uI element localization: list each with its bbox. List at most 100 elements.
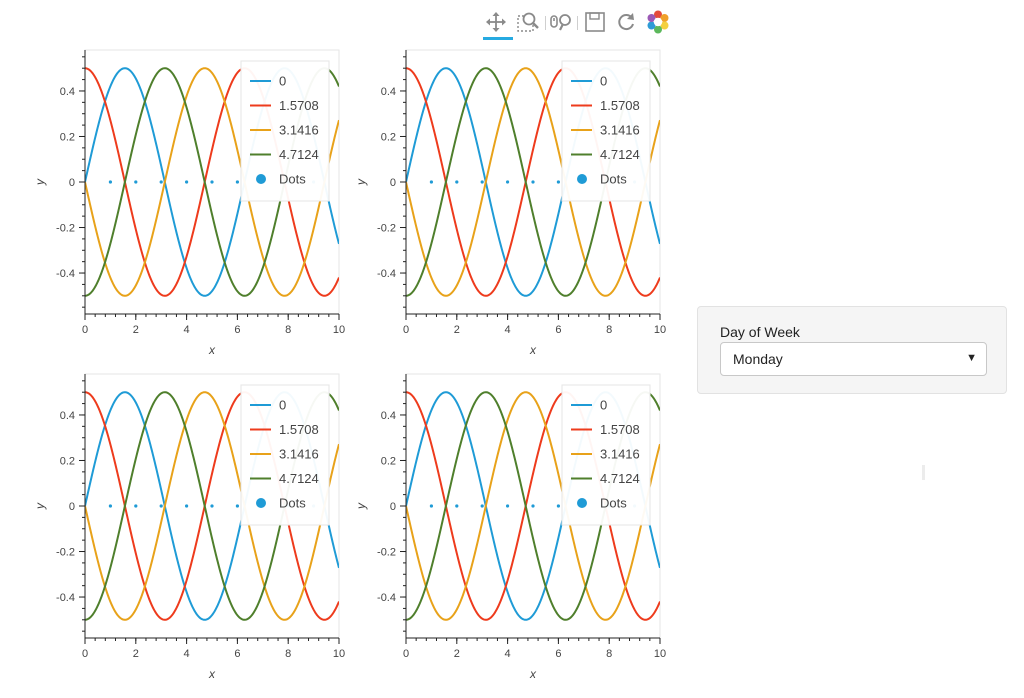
- dot-point: [480, 180, 484, 184]
- dot-point: [455, 180, 459, 184]
- legend-label: Dots: [600, 496, 627, 511]
- legend-label: 0: [600, 74, 607, 89]
- x-axis-label: x: [208, 343, 216, 357]
- dot-point: [134, 504, 138, 508]
- dot-point: [506, 180, 510, 184]
- series-line-1: [406, 67, 660, 297]
- plot-toolbar: [478, 6, 678, 40]
- x-tick-label: 2: [454, 324, 460, 336]
- x-tick-label: 4: [184, 324, 190, 336]
- x-tick-label: 4: [505, 324, 511, 336]
- reset-icon: [618, 13, 634, 31]
- x-tick-label: 2: [454, 648, 460, 660]
- dot-point: [210, 504, 214, 508]
- x-axis-label: x: [208, 667, 216, 681]
- dot-point: [455, 504, 459, 508]
- y-tick-label: 0: [69, 501, 75, 513]
- dot-point: [235, 180, 239, 184]
- plot-bottom-right[interactable]: 0.4 0.2 0 -0.2 -0.4 0 2 4 6 8 10 x y 0 1.5708 3.1416 4.7…: [353, 366, 693, 686]
- day-of-week-select[interactable]: Monday ▼: [720, 342, 987, 376]
- dot-point: [556, 504, 560, 508]
- legend-label: 3.1416: [279, 447, 319, 462]
- reset-tool-button[interactable]: [612, 8, 640, 36]
- y-tick-label: -0.2: [377, 547, 396, 559]
- dot-point: [185, 504, 189, 508]
- y-tick-label: -0.4: [377, 268, 396, 280]
- y-tick-label: 0.4: [381, 86, 396, 98]
- legend-label: 4.7124: [279, 147, 319, 162]
- day-of-week-label: Day of Week: [720, 324, 800, 340]
- plot-top-left[interactable]: 0.4 0.2 0 -0.2 -0.4 0 2 4 6 8 10 x y 0 1.5708 3.1416 4.7…: [32, 42, 372, 362]
- x-tick-label: 10: [333, 324, 345, 336]
- plot-bottom-left[interactable]: 0.4 0.2 0 -0.2 -0.4 0 2 4 6 8 10 x y 0 1.5708 3.1416 4.7…: [32, 366, 372, 686]
- x-axis-label: x: [529, 667, 537, 681]
- series-line-2: [406, 67, 660, 297]
- x-tick-label: 2: [133, 648, 139, 660]
- y-tick-label: -0.4: [377, 592, 396, 604]
- box-zoom-icon: [517, 12, 539, 32]
- x-tick-label: 10: [333, 648, 345, 660]
- legend-dot-swatch: [577, 498, 587, 508]
- plot-top-right[interactable]: 0.4 0.2 0 -0.2 -0.4 0 2 4 6 8 10 x y 0 1.5708 3.1416 4.7…: [353, 42, 693, 362]
- series-line-2: [85, 391, 339, 621]
- y-tick-label: 0.2: [60, 455, 75, 467]
- x-tick-label: 0: [82, 324, 88, 336]
- legend-label: 3.1416: [600, 123, 640, 138]
- x-tick-label: 0: [403, 324, 409, 336]
- x-tick-label: 4: [505, 648, 511, 660]
- chart-svg: 0.4 0.2 0 -0.2 -0.4 0 2 4 6 8 10 x y 0 1.5708 3.1416 4.7…: [354, 373, 666, 681]
- legend-dot-swatch: [256, 174, 266, 184]
- y-tick-label: -0.4: [56, 268, 75, 280]
- dot-point: [108, 180, 112, 184]
- dot-point: [429, 504, 433, 508]
- y-axis-label: y: [33, 178, 47, 186]
- divider: [922, 465, 925, 480]
- series-line-1: [85, 67, 339, 297]
- legend-label: 0: [279, 74, 286, 89]
- bokeh-logo-link[interactable]: [644, 8, 672, 36]
- chart-svg: 0.4 0.2 0 -0.2 -0.4 0 2 4 6 8 10 x y 0 1.5708 3.1416 4.7…: [33, 49, 345, 357]
- legend-label: 3.1416: [279, 123, 319, 138]
- legend-label: 0: [279, 398, 286, 413]
- widget-panel: Day of Week Monday ▼: [697, 306, 1007, 394]
- series-line-2: [406, 391, 660, 621]
- dot-point: [531, 504, 535, 508]
- dot-point: [108, 504, 112, 508]
- x-tick-label: 8: [606, 648, 612, 660]
- legend-label: 1.5708: [279, 98, 319, 113]
- x-axis-label: x: [529, 343, 537, 357]
- x-tick-label: 0: [82, 648, 88, 660]
- y-tick-label: 0.4: [381, 410, 396, 422]
- pan-tool-button[interactable]: [482, 8, 513, 40]
- chart-svg: 0.4 0.2 0 -0.2 -0.4 0 2 4 6 8 10 x y 0 1.5708 3.1416 4.7…: [33, 373, 345, 681]
- wheel-zoom-tool-button[interactable]: [548, 8, 576, 36]
- legend-label: 1.5708: [600, 422, 640, 437]
- x-tick-label: 4: [184, 648, 190, 660]
- y-tick-label: 0: [69, 177, 75, 189]
- dot-point: [480, 504, 484, 508]
- x-tick-label: 6: [234, 648, 240, 660]
- dot-point: [159, 180, 163, 184]
- x-tick-label: 6: [555, 648, 561, 660]
- x-tick-label: 8: [606, 324, 612, 336]
- dot-point: [134, 180, 138, 184]
- y-axis-label: y: [354, 502, 368, 510]
- box-zoom-tool-button[interactable]: [514, 8, 542, 36]
- legend-label: 0: [600, 398, 607, 413]
- legend-label: Dots: [279, 496, 306, 511]
- dot-point: [506, 504, 510, 508]
- legend-dot-swatch: [256, 498, 266, 508]
- wheel-zoom-icon: [550, 14, 571, 31]
- series-line-2: [85, 67, 339, 297]
- dot-point: [159, 504, 163, 508]
- legend-label: Dots: [279, 172, 306, 187]
- save-tool-button[interactable]: [581, 8, 609, 36]
- y-tick-label: 0.4: [60, 86, 75, 98]
- y-tick-label: 0.2: [60, 131, 75, 143]
- y-tick-label: -0.2: [56, 547, 75, 559]
- x-tick-label: 8: [285, 324, 291, 336]
- dot-point: [556, 180, 560, 184]
- series-line-1: [406, 391, 660, 621]
- legend-label: 1.5708: [279, 422, 319, 437]
- y-tick-label: 0: [390, 177, 396, 189]
